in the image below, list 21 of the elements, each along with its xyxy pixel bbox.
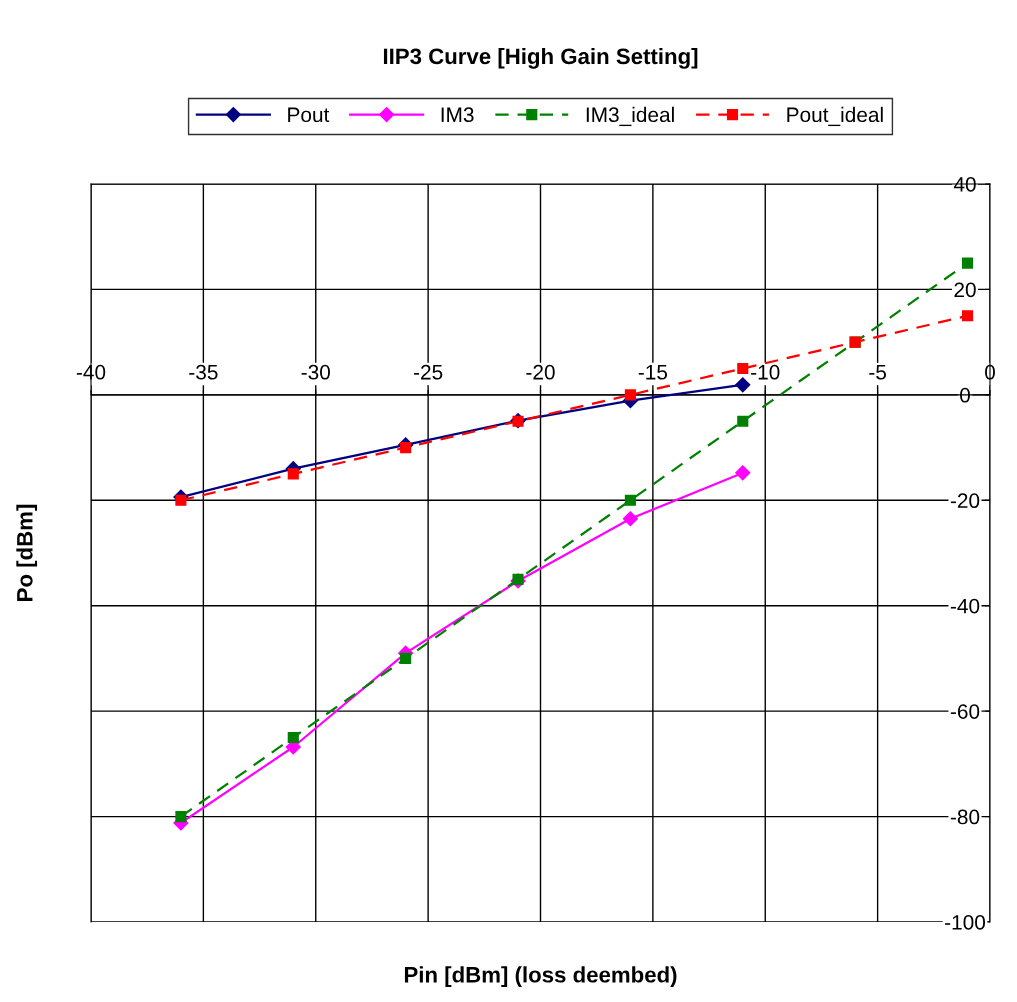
y-axis-title: Po [dBm] xyxy=(16,504,38,601)
legend-label: IM3 xyxy=(441,107,474,123)
legend-label: Pout_ideal xyxy=(787,106,883,127)
legend-label: Pout xyxy=(288,107,330,123)
y-tick-label: 20 xyxy=(954,282,976,298)
y-tick-label: -40 xyxy=(950,598,980,614)
y-tick-label: 40 xyxy=(953,177,976,192)
legend-label: IM3_ideal xyxy=(586,106,674,127)
x-tick-label: -5 xyxy=(869,365,887,380)
y-tick-label: -20 xyxy=(950,493,980,509)
y-tick-label: -80 xyxy=(950,809,980,825)
x-tick-label: -35 xyxy=(189,364,218,380)
x-tick-label: -30 xyxy=(301,364,330,380)
y-tick-label: -100 xyxy=(945,915,986,930)
x-tick-label: -10 xyxy=(751,364,780,380)
x-tick-label: -20 xyxy=(526,364,555,380)
x-tick-label: -15 xyxy=(638,365,668,380)
chart-title: IIP3 Curve [High Gain Setting] xyxy=(383,47,698,69)
x-tick-label: -25 xyxy=(414,364,443,380)
y-tick-label: -60 xyxy=(950,704,980,719)
x-axis-title: Pin [dBm] (loss deembed) xyxy=(404,966,677,987)
